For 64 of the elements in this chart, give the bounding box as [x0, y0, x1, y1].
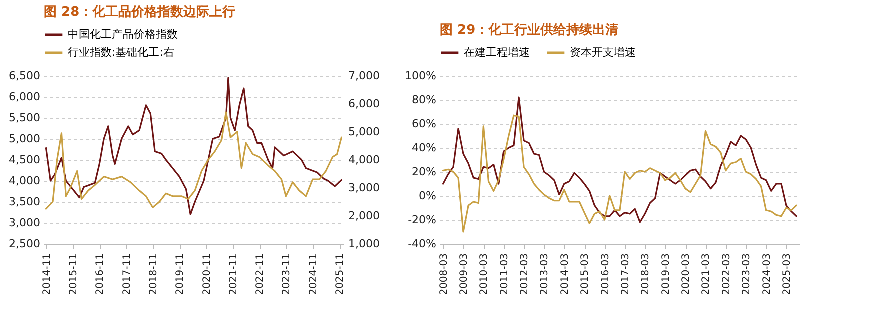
x-tick-label: 2024-11 [308, 254, 320, 296]
y-tick-label: 40% [412, 142, 436, 154]
y-tick-label: 4,000 [9, 174, 40, 188]
x-tick-label: 2020-03 [681, 254, 692, 296]
y-tick-label: 6,500 [9, 70, 40, 82]
x-tick-label: 2016-11 [95, 254, 106, 296]
chart-title: 图 29：化工行业供给持续出清 [440, 23, 619, 38]
x-tick-label: 2021-03 [701, 254, 712, 296]
y-tick-label: -40% [408, 238, 436, 250]
y-tick-label: 6,000 [9, 90, 40, 104]
y-tick-label: 5,000 [9, 132, 40, 146]
y2-tick-label: 5,000 [348, 126, 380, 138]
x-tick-label: 2010-03 [479, 254, 490, 296]
x-tick-label: 2014-11 [42, 254, 53, 296]
y2-tick-label: 7,000 [348, 70, 380, 82]
x-tick-label: 2019-03 [660, 254, 672, 296]
x-tick-label: 2017-03 [620, 254, 632, 296]
y-tick-label: 4,500 [9, 154, 40, 166]
x-tick-label: 2024-03 [762, 254, 773, 296]
x-tick-label: 2015-03 [580, 254, 592, 296]
x-tick-label: 2018-03 [640, 254, 652, 296]
x-tick-label: 2022-11 [255, 254, 266, 296]
line-series [442, 96, 798, 224]
x-tick-label: 2017-11 [122, 254, 133, 296]
line-series [45, 112, 343, 210]
y2-tick-label: 6,000 [348, 98, 380, 110]
x-tick-label: 2014-03 [560, 254, 571, 296]
legend-label: 在建工程增速 [464, 46, 530, 59]
y-tick-label: 100% [405, 70, 436, 82]
x-tick-label: 2012-03 [520, 254, 531, 296]
legend-label: 中国化工产品价格指数 [68, 28, 178, 41]
chart-title: 图 28：化工品价格指数边际上行 [44, 5, 236, 20]
y-tick-label: 80% [412, 94, 436, 106]
y2-tick-label: 2,000 [348, 210, 380, 222]
x-tick-label: 2025-11 [335, 254, 346, 296]
x-tick-label: 2023-03 [742, 254, 753, 296]
line-series [45, 77, 343, 216]
x-tick-label: 2025-03 [782, 254, 793, 296]
x-tick-label: 2015-11 [68, 254, 80, 296]
legend-label: 资本开支增速 [570, 46, 636, 59]
y-tick-label: 2,500 [9, 238, 40, 250]
y-tick-label: 0% [419, 190, 436, 202]
x-tick-label: 2009-03 [458, 254, 470, 296]
x-tick-label: 2008-03 [438, 254, 450, 296]
y-tick-label: -20% [408, 214, 436, 226]
y-tick-label: 60% [412, 118, 436, 130]
x-tick-label: 2018-11 [148, 254, 160, 296]
x-tick-label: 2020-11 [202, 254, 213, 296]
y2-tick-label: 3,000 [348, 182, 380, 194]
line-series [442, 114, 798, 233]
x-tick-label: 2022-03 [721, 254, 732, 296]
x-tick-label: 2019-11 [175, 254, 186, 296]
legend-label: 行业指数:基础化工:右 [68, 46, 174, 59]
x-tick-label: 2011-03 [499, 254, 510, 296]
x-tick-label: 2013-03 [540, 254, 551, 296]
x-tick-label: 2016-03 [600, 254, 612, 296]
y-tick-label: 3,000 [9, 216, 40, 230]
y-tick-label: 3,500 [9, 196, 40, 208]
x-tick-label: 2021-11 [228, 254, 240, 296]
y2-tick-label: 4,000 [348, 154, 380, 166]
y-tick-label: 5,500 [9, 112, 40, 124]
y2-tick-label: 1,000 [348, 238, 380, 250]
x-tick-label: 2023-11 [282, 254, 293, 296]
y-tick-label: 20% [412, 166, 436, 178]
